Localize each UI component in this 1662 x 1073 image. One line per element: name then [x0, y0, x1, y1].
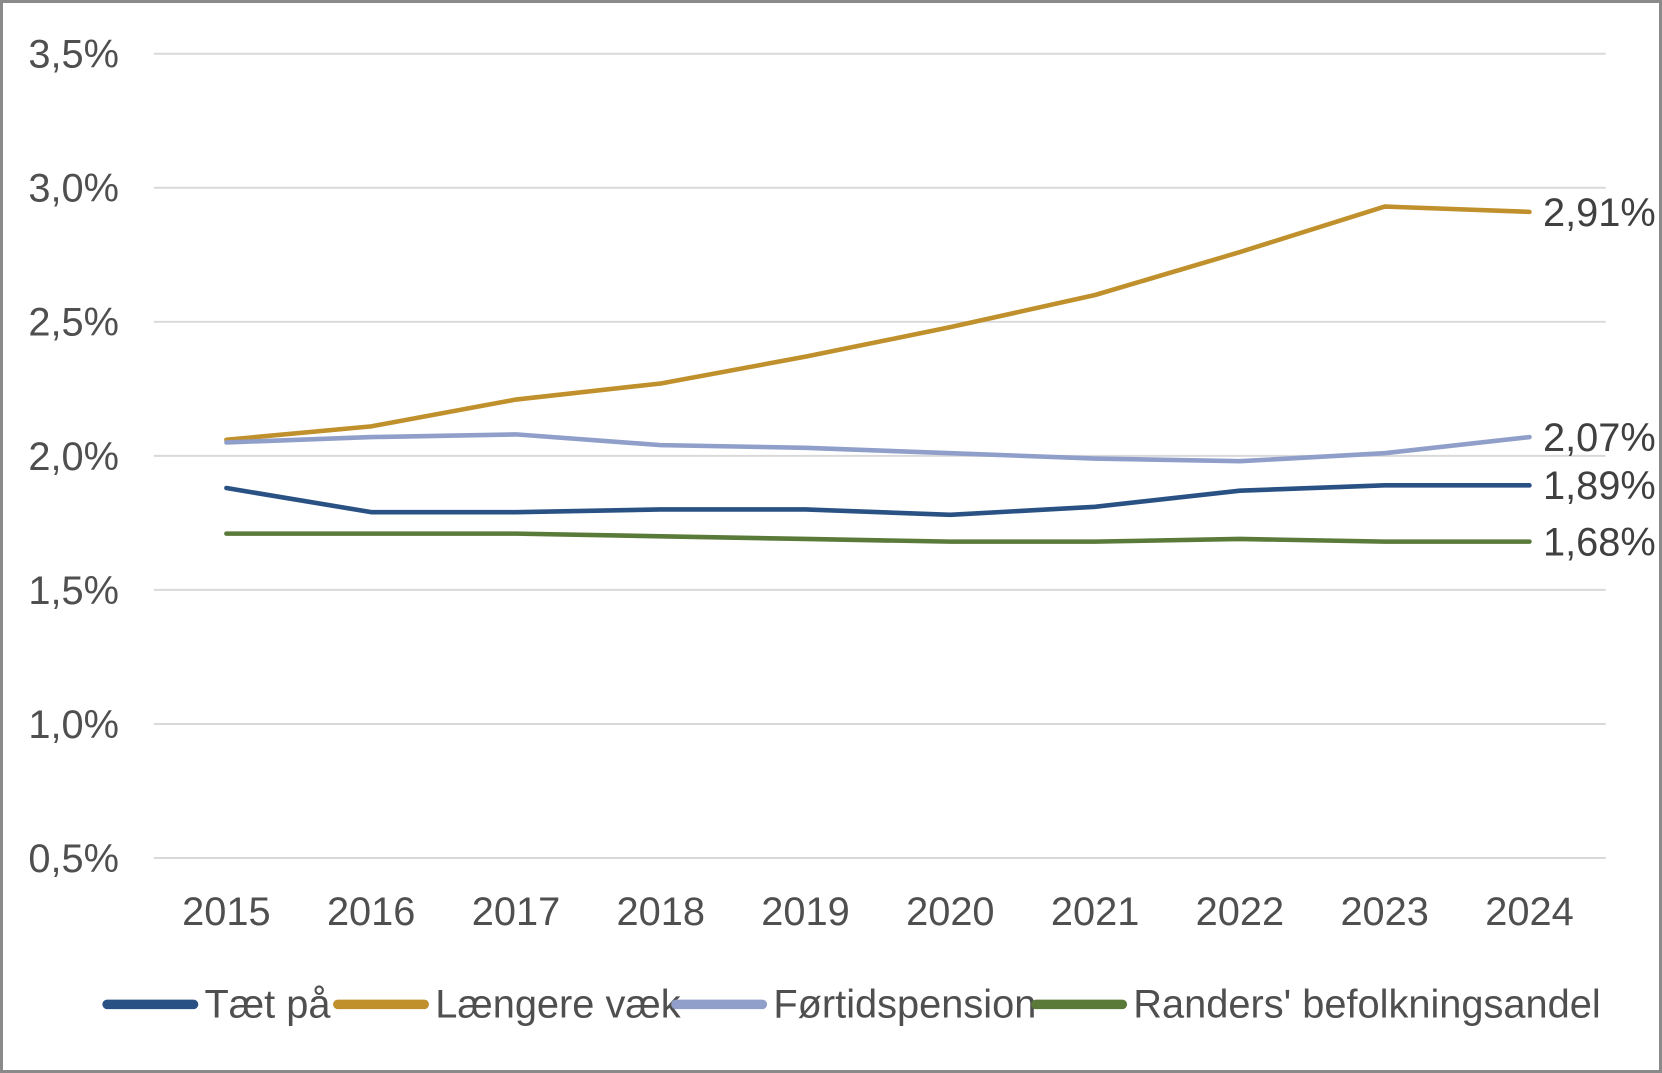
x-tick-label: 2023 — [1340, 890, 1428, 934]
end-value-label-l-ngere-v-k: 2,91% — [1543, 191, 1656, 235]
legend-item-randers-befolkningsandel: Randers' befolkningsandel — [1031, 982, 1601, 1026]
series-lines — [224, 204, 1532, 544]
y-axis-labels: 3,5% 3,0% 2,5% 2,0% 1,5% 1,0% 0,5% — [28, 33, 119, 881]
y-tick-label: 2,5% — [28, 301, 119, 345]
line-chart: 3,5%3,0%2,5%2,0%1,5%1,0%0,5% 2015 2016 201… — [28, 33, 1656, 1027]
x-tick-label: 2018 — [617, 890, 705, 934]
x-tick-label: 2019 — [761, 890, 849, 934]
y-tick-label: 2,0% — [28, 435, 119, 479]
y-tick-label: 1,0% — [28, 703, 119, 747]
series-line-t-t-p — [224, 483, 1532, 518]
x-axis-labels: 2015 2016 2017 2018 2019 2020 2021 2022 2023 2024 — [182, 890, 1574, 934]
legend-item-l-ngere-v-k: Længere væk — [333, 982, 681, 1026]
end-value-labels: 1,89% 2,91% 2,07% 1,68% — [1543, 191, 1656, 565]
x-tick-label: 2020 — [906, 890, 994, 934]
series-line-l-ngere-v-k — [224, 204, 1532, 443]
x-tick-label: 2021 — [1051, 890, 1139, 934]
x-tick-label: 2022 — [1196, 890, 1284, 934]
legend-label-t-t-p: Tæt på — [205, 982, 332, 1026]
y-tick-label: 0,5% — [28, 837, 119, 881]
end-value-label-f-rtidspension: 2,07% — [1543, 416, 1656, 460]
x-tick-label: 2016 — [327, 890, 415, 934]
x-tick-label: 2015 — [182, 890, 270, 934]
y-tick-label: 3,5% — [28, 33, 119, 77]
legend-label-l-ngere-v-k: Længere væk — [435, 982, 680, 1026]
y-tick-label: 3,0% — [28, 167, 119, 211]
end-value-label-t-t-p: 1,89% — [1543, 464, 1656, 508]
gridlines — [153, 52, 1606, 859]
legend-item-t-t-p: Tæt på — [102, 982, 332, 1026]
legend-label-f-rtidspension: Førtidspension — [773, 982, 1036, 1026]
end-value-label-randers-befolkningsandel: 1,68% — [1543, 521, 1656, 565]
legend-label-randers-befolkningsandel: Randers' befolkningsandel — [1133, 982, 1600, 1026]
legend: Tæt på Længere væk Førtidspension Randers' … — [102, 982, 1601, 1026]
series-line-f-rtidspension — [224, 432, 1532, 464]
series-line-randers-befolkningsandel — [224, 531, 1532, 544]
y-tick-label: 1,5% — [28, 569, 119, 613]
legend-item-f-rtidspension: Førtidspension — [671, 982, 1036, 1026]
x-tick-label: 2024 — [1485, 890, 1573, 934]
x-tick-label: 2017 — [472, 890, 560, 934]
